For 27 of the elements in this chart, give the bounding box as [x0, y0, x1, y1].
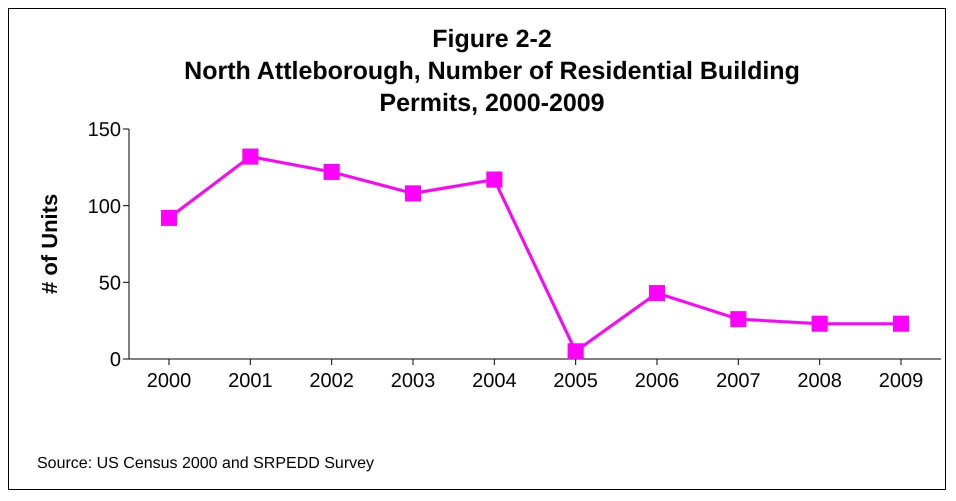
x-tick-label: 2005 — [553, 370, 598, 392]
source-note: Source: US Census 2000 and SRPEDD Survey — [37, 455, 374, 473]
point — [649, 285, 665, 302]
point — [730, 311, 746, 328]
point — [324, 164, 340, 180]
x-tick-label: 2008 — [797, 370, 842, 392]
x-tick-label: 2004 — [472, 370, 517, 392]
y-tick-label: 100 — [88, 196, 121, 218]
x-tick-label: 2001 — [228, 370, 273, 392]
point — [161, 210, 177, 226]
y-tick-label: 0 — [110, 349, 121, 372]
y-tick-label: 50 — [98, 272, 121, 294]
x-tick-label: 2006 — [634, 370, 680, 392]
point — [405, 185, 421, 202]
point — [568, 343, 584, 359]
x-tick-label: 2007 — [716, 370, 761, 392]
x-tick-label: 2000 — [146, 370, 192, 392]
x-tick-label: 2002 — [309, 370, 354, 392]
point — [242, 148, 258, 165]
y-axis-title: # of Units — [36, 194, 62, 294]
y-tick-label: 150 — [88, 119, 121, 142]
chart-title: Figure 2-2 North Attleborough, Number of Residential Building Permits, 2000-2009 — [183, 24, 801, 119]
x-tick-label: 2009 — [878, 370, 924, 392]
point — [486, 172, 502, 188]
x-tick-label: 2003 — [390, 370, 436, 392]
point — [812, 316, 828, 332]
point — [893, 316, 909, 332]
